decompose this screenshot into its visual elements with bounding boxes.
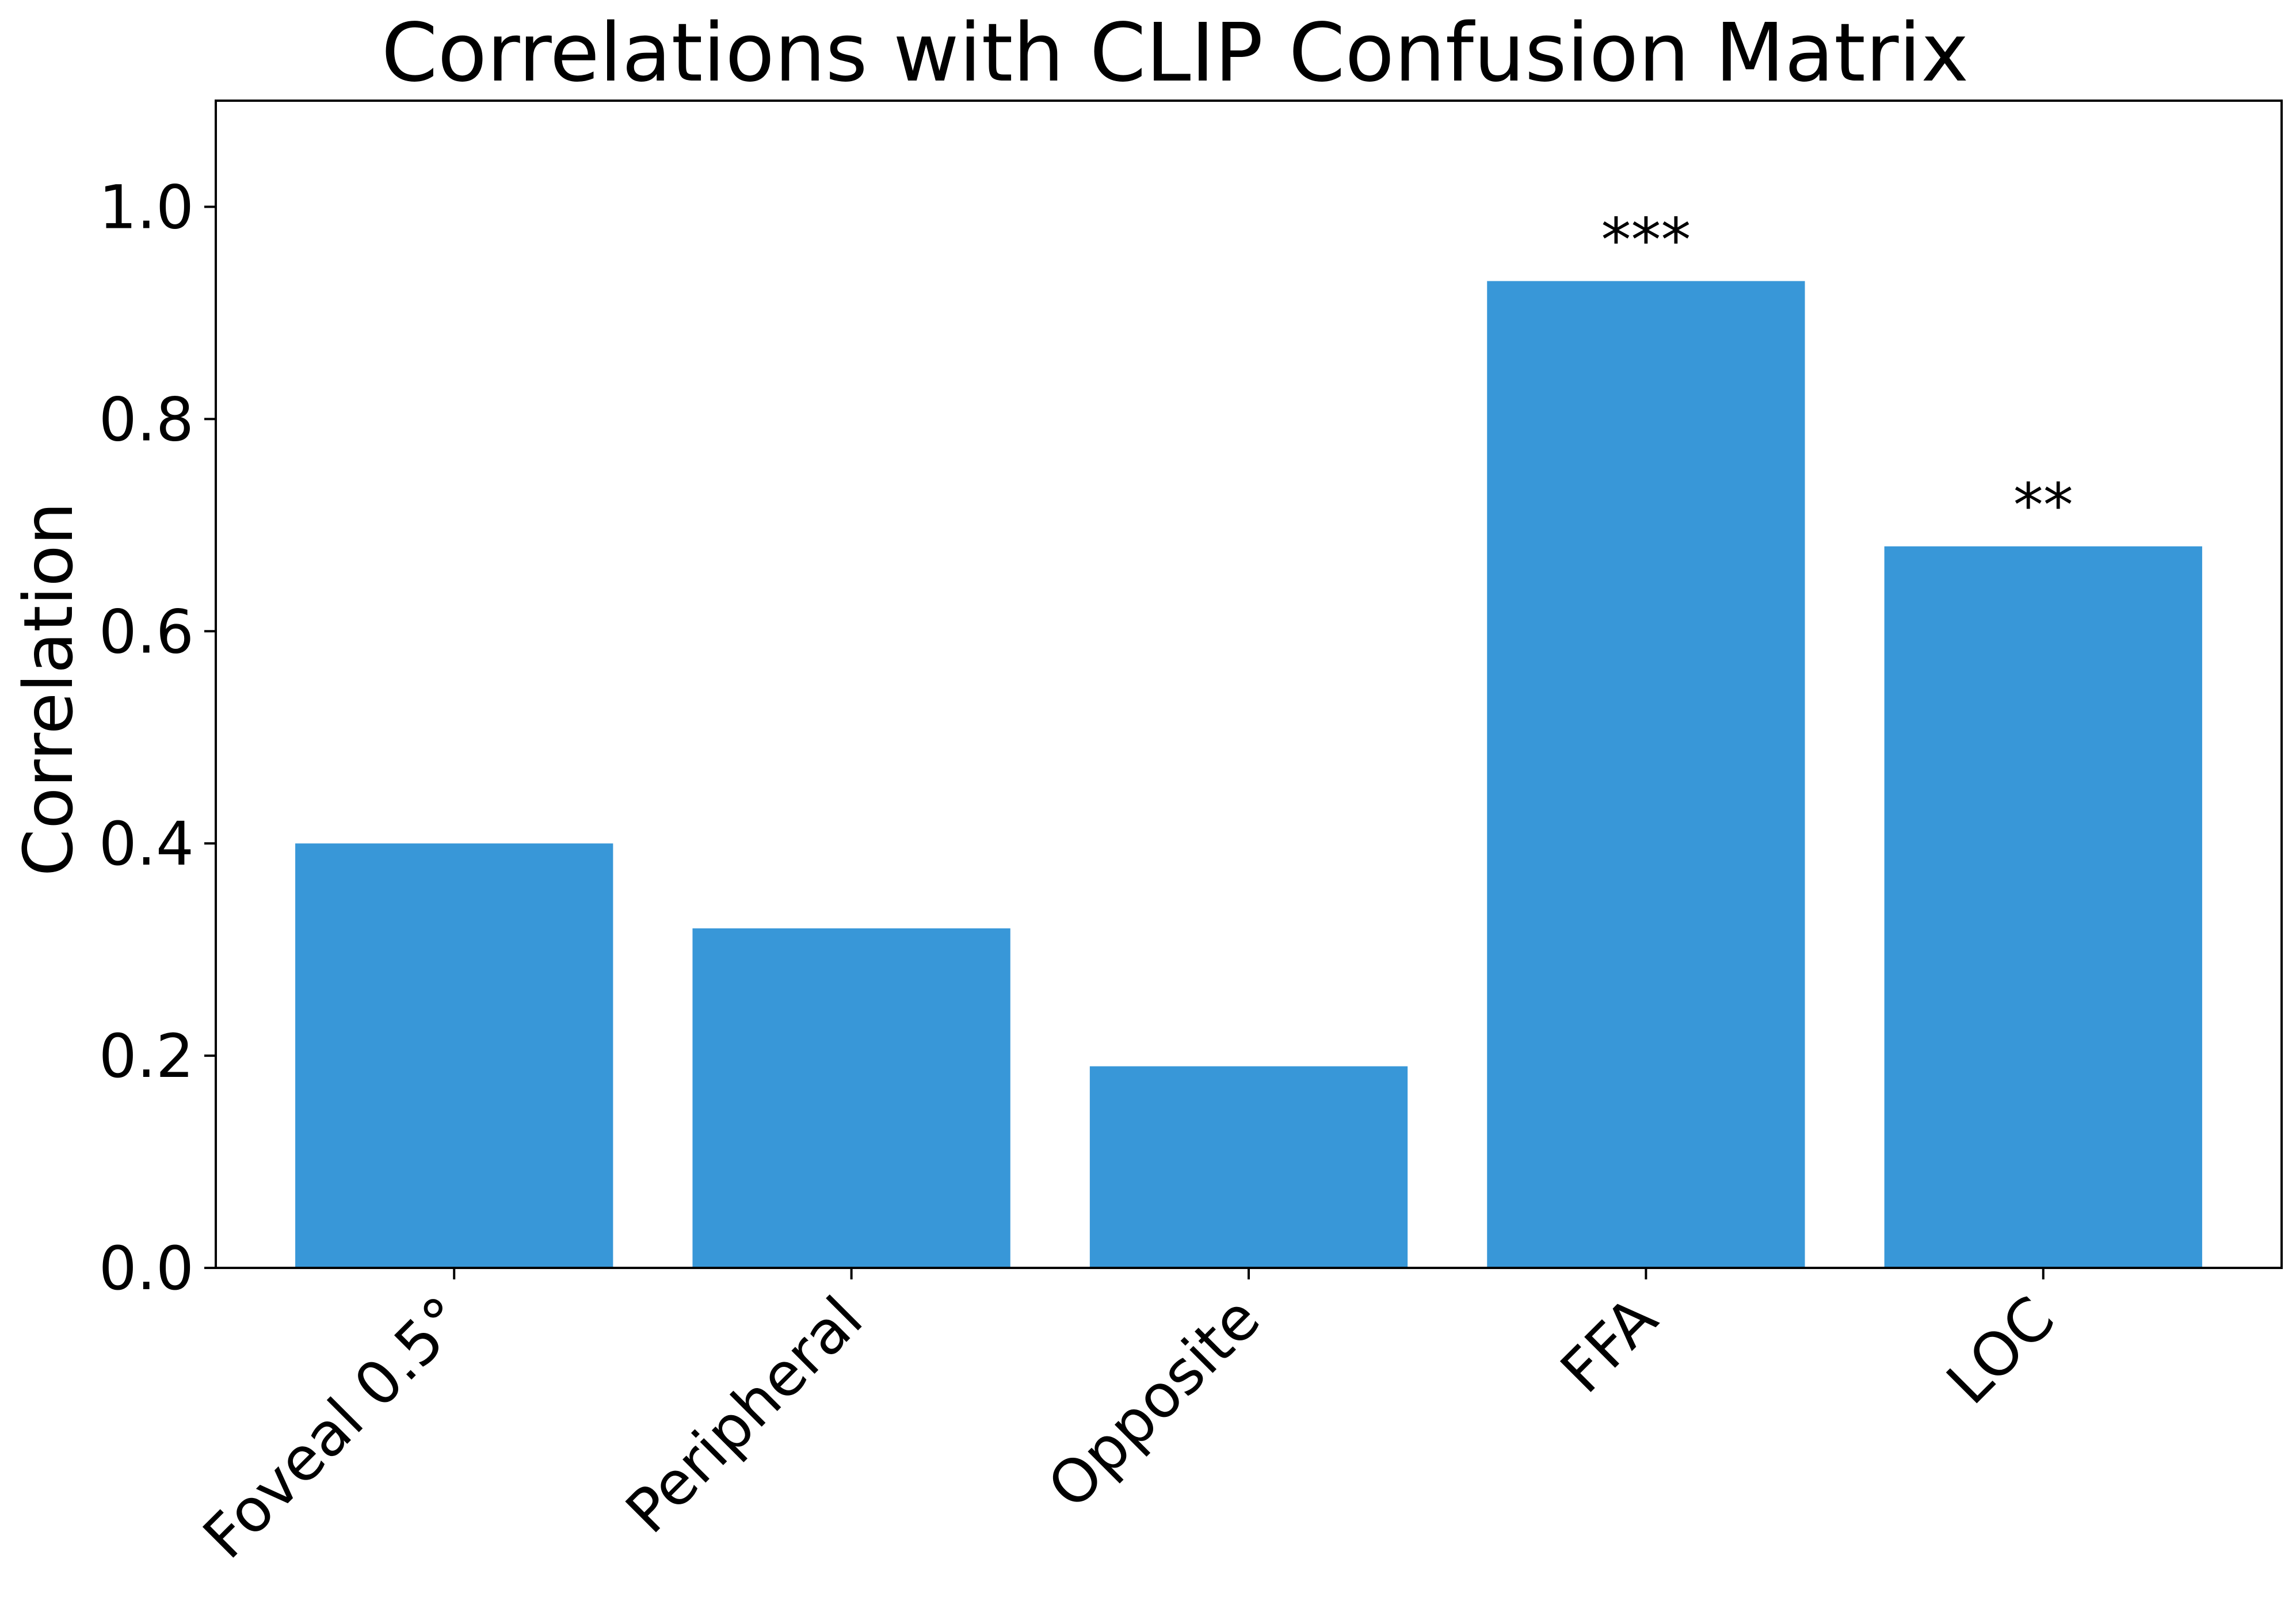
x-tick-label-3: FFA bbox=[1547, 1283, 1670, 1406]
x-tick-label-1: Peripheral bbox=[612, 1283, 876, 1546]
x-axis: Foveal 0.5° Peripheral Opposite FFA LOC bbox=[190, 1268, 2068, 1572]
x-tick-label-2: Opposite bbox=[1034, 1283, 1273, 1522]
y-tick-label-2: 0.4 bbox=[99, 809, 194, 879]
x-tick-label-0: Foveal 0.5° bbox=[190, 1283, 479, 1572]
bar-4 bbox=[1884, 546, 2202, 1268]
y-axis-label: Correlation bbox=[9, 502, 88, 877]
annotations-group: ***** bbox=[1601, 205, 2073, 541]
y-tick-label-0: 0.0 bbox=[99, 1233, 194, 1304]
bar-2 bbox=[1089, 1066, 1408, 1268]
y-tick-label-3: 0.6 bbox=[99, 597, 194, 667]
y-tick-label-1: 0.2 bbox=[99, 1021, 194, 1091]
bar-1 bbox=[692, 928, 1010, 1268]
y-tick-label-4: 0.8 bbox=[99, 384, 194, 454]
plot-frame bbox=[215, 100, 2283, 1269]
significance-label-4: ** bbox=[2013, 471, 2073, 541]
chart-title: Correlations with CLIP Confusion Matrix bbox=[382, 6, 1969, 100]
x-tick-label-4: LOC bbox=[1933, 1283, 2068, 1417]
y-axis: 0.0 0.2 0.4 0.6 0.8 1.0 bbox=[99, 172, 216, 1304]
bar-0 bbox=[295, 843, 613, 1268]
y-tick-label-5: 1.0 bbox=[99, 172, 194, 242]
significance-label-3: *** bbox=[1601, 205, 1691, 276]
bar-3 bbox=[1487, 281, 1805, 1268]
bars-group bbox=[295, 281, 2202, 1268]
